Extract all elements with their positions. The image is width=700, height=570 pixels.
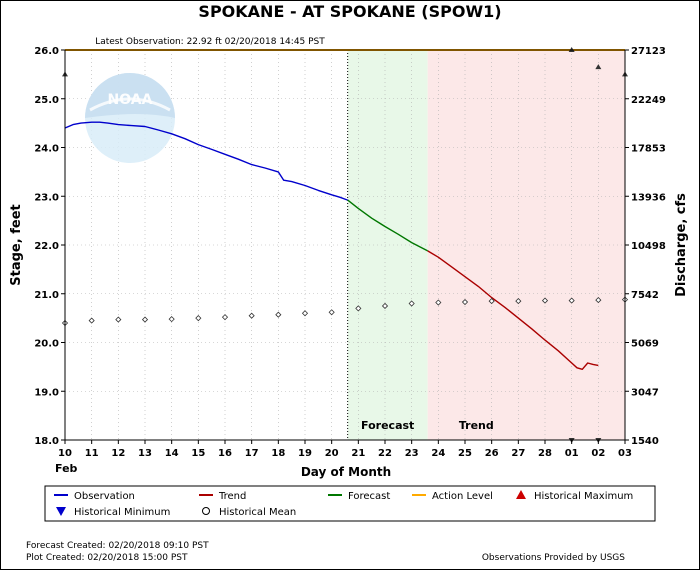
y-tick-label-right: 22249 — [631, 95, 666, 106]
x-tick-label: 27 — [511, 448, 525, 459]
x-tick-label: 10 — [58, 448, 72, 459]
latest-observation-text: Latest Observation: 22.92 ft 02/20/2018 … — [95, 37, 325, 47]
forecast-created-text: Forecast Created: 02/20/2018 09:10 PST — [26, 541, 209, 551]
legend-swatch-historical-maximum — [516, 490, 526, 499]
historical-mean-point — [595, 297, 602, 304]
historical-mean-point — [515, 297, 522, 305]
y-axis-label-left: Stage, feet — [9, 204, 24, 285]
historical-mean-point — [275, 311, 282, 318]
observation-line — [64, 121, 348, 201]
legend-label: Trend — [218, 491, 246, 502]
y-tick-label-left: 19.0 — [34, 387, 59, 398]
y-tick-label-left: 25.0 — [34, 95, 59, 106]
forecast-region-label: Forecast — [361, 419, 414, 432]
x-tick-label: 02 — [591, 448, 605, 459]
legend-swatch-historical-mean — [202, 507, 210, 515]
y-tick-label-right: 13936 — [631, 192, 666, 203]
x-tick-label: 16 — [218, 448, 232, 459]
x-tick-label: 24 — [431, 448, 445, 459]
x-axis-label: Day of Month — [301, 465, 391, 479]
x-tick-label: 14 — [165, 448, 179, 459]
historical-mean-point — [568, 297, 575, 304]
historical-mean-point — [88, 317, 95, 324]
y-tick-label-right: 17853 — [631, 144, 666, 155]
y-tick-label-left: 21.0 — [34, 290, 59, 301]
y-tick-label-right: 7542 — [631, 290, 659, 301]
x-tick-label: 19 — [298, 448, 312, 459]
x-tick-label: 22 — [378, 448, 392, 459]
x-tick-label: 15 — [191, 448, 205, 459]
historical-mean-point — [381, 302, 389, 310]
historical-mean-point — [115, 316, 122, 323]
historical-mean-point — [541, 297, 549, 304]
trend-region — [427, 50, 625, 440]
legend-label: Observation — [74, 491, 135, 502]
y-tick-label-right: 3047 — [631, 387, 659, 398]
y-tick-label-right: 1540 — [631, 436, 659, 447]
trend-region-label: Trend — [459, 419, 494, 432]
y-tick-label-left: 23.0 — [34, 192, 59, 203]
chart-title: SPOKANE - AT SPOKANE (SPOW1) — [198, 2, 501, 21]
legend: Observation Trend Forecast Action Level Hist… — [44, 485, 656, 522]
historical-mean-point — [195, 315, 202, 322]
y-tick-label-left: 20.0 — [34, 339, 59, 350]
historical-mean-point — [408, 300, 415, 307]
x-tick-label: 28 — [538, 448, 552, 459]
x-tick-label: 11 — [85, 448, 99, 459]
x-axis-month-label: Feb — [55, 462, 78, 475]
x-tick-label: 12 — [111, 448, 125, 459]
historical-mean-point — [488, 297, 495, 305]
trend-line — [427, 250, 599, 370]
legend-label: Action Level — [432, 491, 493, 502]
noaa-logo: NOAA — [85, 73, 175, 163]
axes: Forecast Trend 18.0 1540 19.0 3047 20.0 5069 21.… — [34, 46, 666, 459]
legend-label: Historical Mean — [219, 507, 296, 518]
x-tick-label: 18 — [271, 448, 285, 459]
legend-label: Historical Maximum — [534, 491, 633, 502]
x-tick-label: 25 — [458, 448, 472, 459]
historical-mean-point — [435, 299, 442, 306]
background-regions — [347, 50, 625, 440]
noaa-logo-upper — [85, 73, 175, 118]
y-tick-label-left: 22.0 — [34, 241, 59, 252]
y-tick-label-right: 27123 — [631, 46, 666, 57]
legend-label: Forecast — [348, 491, 390, 502]
noaa-logo-text: NOAA — [108, 92, 153, 108]
x-tick-label: 23 — [405, 448, 419, 459]
legend-box — [44, 485, 656, 522]
noaa-logo-gull — [89, 97, 171, 112]
y-axis-label-right: Discharge, cfs — [674, 193, 689, 297]
historical-mean-point — [221, 314, 229, 321]
historical-maximum-marker — [595, 64, 602, 70]
forecast-line — [347, 199, 429, 252]
y-tick-label-right: 5069 — [631, 339, 659, 350]
x-tick-label: 20 — [325, 448, 339, 459]
y-tick-label-right: 10498 — [631, 241, 666, 252]
legend-label: Historical Minimum — [74, 507, 170, 518]
plot-created-text: Plot Created: 02/20/2018 15:00 PST — [26, 553, 188, 563]
historical-mean-point — [248, 312, 255, 319]
y-tick-label-left: 26.0 — [34, 46, 59, 57]
legend-swatch-historical-minimum — [56, 507, 66, 516]
data-provider-text: Observations Provided by USGS — [482, 553, 625, 563]
historical-mean-point — [461, 298, 469, 306]
x-tick-label: 01 — [565, 448, 579, 459]
historical-mean-point — [301, 310, 309, 317]
y-tick-label-left: 24.0 — [34, 144, 59, 155]
x-tick-label: 21 — [351, 448, 365, 459]
x-tick-label: 17 — [245, 448, 259, 459]
x-tick-label: 13 — [138, 448, 152, 459]
x-tick-label: 03 — [618, 448, 632, 459]
x-tick-label: 26 — [485, 448, 499, 459]
y-tick-label-left: 18.0 — [34, 436, 59, 447]
historical-mean-point — [168, 316, 175, 323]
historical-mean-point — [141, 316, 149, 323]
historical-mean-point — [355, 305, 362, 312]
historical-mean-point — [328, 309, 335, 316]
